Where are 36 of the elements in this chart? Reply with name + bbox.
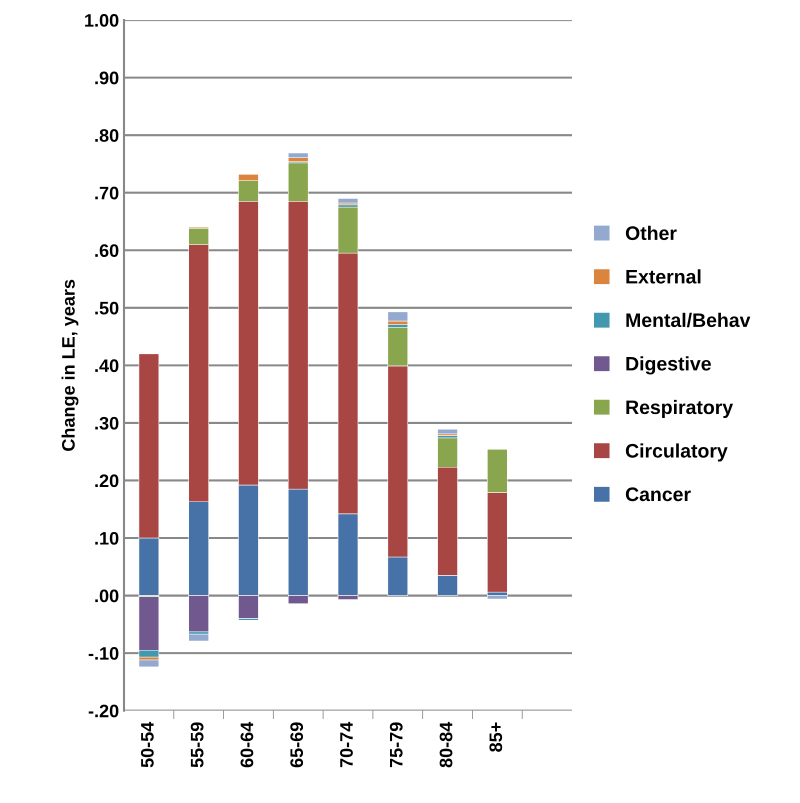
legend-label: Digestive [626,356,711,375]
y-tick-label: -.10 [88,647,118,660]
bar [338,198,358,204]
bar [288,152,308,158]
bar [138,660,160,668]
x-tick-label: 55-59 [190,722,204,768]
y-tick-label: .50 [95,302,118,315]
x-tick-label: 65-69 [290,722,304,768]
y-tick-label: .20 [95,474,118,488]
x-tick-label: 70-74 [340,722,353,768]
y-tick-label: .60 [95,244,118,257]
x-tick-label: 80-84 [440,722,452,768]
bar [188,634,209,642]
x-tick-label: 75-79 [390,722,403,768]
y-tick-label: .00 [95,589,118,602]
y-tick-label: .80 [95,129,118,142]
y-tick-label: 1.00 [85,14,118,27]
legend-label: Cancer [626,487,691,502]
bar [487,595,508,600]
x-tick-label: 85+ [489,722,502,752]
y-tick-label: -.20 [88,704,118,718]
y-tick-label: .30 [95,416,118,430]
legend-label: Respiratory [626,400,734,418]
x-tick-label: 50-54 [140,722,154,768]
legend-label: Mental/Behav [626,312,750,328]
y-tick-label: .70 [95,186,118,200]
y-axis-title: Change in LE, years [62,280,78,451]
legend-label: External [626,269,700,284]
bar [388,312,408,322]
legend-label: Other [626,226,677,240]
bar [437,428,458,434]
x-tick-label: 60-64 [240,722,254,768]
y-tick-label: .40 [95,359,118,372]
y-tick-label: .90 [95,72,118,84]
y-tick-label: .10 [95,532,118,545]
legend-label: Circulatory [626,443,728,462]
